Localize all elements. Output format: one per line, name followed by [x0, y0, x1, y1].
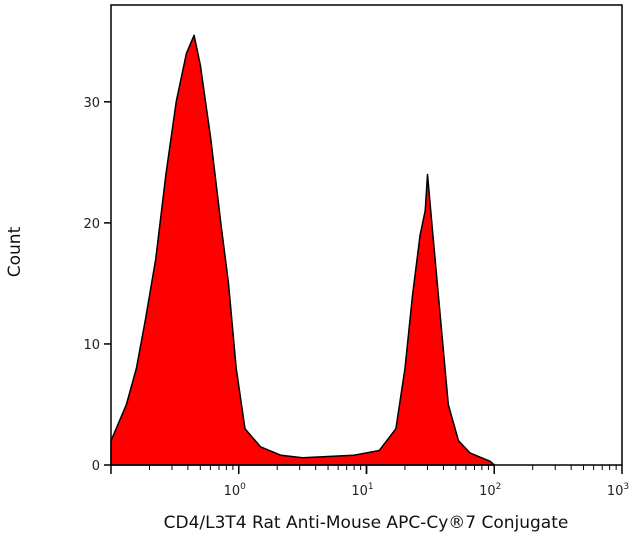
x-tick-label: 103 [607, 482, 629, 499]
histogram-area [110, 34, 496, 466]
x-tick-label: 102 [479, 482, 501, 499]
y-axis: 0 10 20 30 [83, 96, 111, 474]
y-tick-label: 20 [83, 217, 100, 232]
x-tick-label: 100 [224, 482, 247, 499]
y-tick-label: 30 [83, 96, 100, 111]
y-axis-label: Count [5, 226, 25, 277]
x-tick-label: 101 [351, 482, 373, 499]
x-axis-label: CD4/L3T4 Rat Anti-Mouse APC-Cy®7 Conjuga… [164, 513, 569, 533]
x-axis: 100 101 102 103 [110, 465, 629, 499]
plot-area [110, 4, 623, 466]
y-tick-label: 10 [83, 338, 100, 353]
y-tick-label: 0 [92, 459, 100, 474]
